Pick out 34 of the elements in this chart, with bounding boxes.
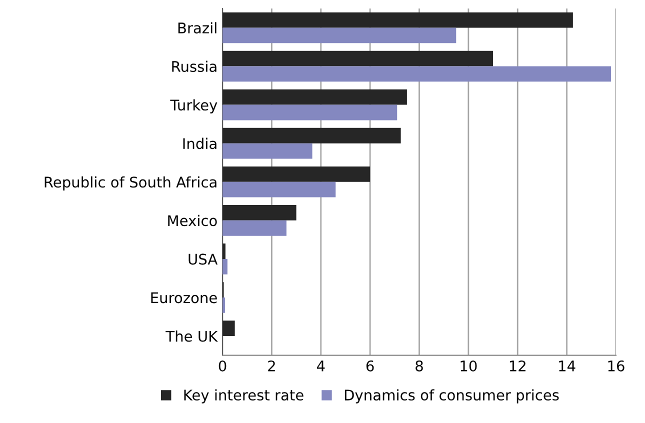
x-tick-label: 2 <box>268 360 275 372</box>
x-tick-label: 14 <box>559 360 576 372</box>
bar <box>222 205 296 220</box>
bar <box>222 320 235 336</box>
bar <box>222 143 312 159</box>
y-tick-label: Russia <box>172 60 216 72</box>
y-tick-label: Turkey <box>170 99 218 114</box>
x-tick-label: 4 <box>316 360 325 372</box>
legend-label: Dynamics of consumer prices <box>344 389 559 404</box>
x-tick-label: 0 <box>218 360 226 372</box>
bar <box>222 12 573 28</box>
bar <box>222 182 336 198</box>
x-tick-label: 12 <box>510 360 526 372</box>
bar <box>222 66 612 82</box>
x-tick-label: 6 <box>366 360 374 372</box>
y-tick-label: The UK <box>166 330 218 342</box>
x-tick-label: 10 <box>460 360 477 372</box>
y-tick-label: India <box>183 138 216 150</box>
bar <box>222 89 407 105</box>
y-tick-label: Republic of South Africa <box>44 176 216 190</box>
y-tick-label: Eurozone <box>151 292 217 304</box>
bar <box>222 104 398 120</box>
legend-label: Key interest rate <box>184 389 304 404</box>
bar <box>222 28 456 44</box>
x-tick-label: 8 <box>416 360 423 372</box>
y-tick-label: Mexico <box>168 214 217 226</box>
bar <box>222 128 401 144</box>
x-tick-label: 16 <box>608 360 624 372</box>
y-tick-label: USA <box>188 254 218 265</box>
y-tick-label: Brazil <box>178 22 216 34</box>
bar <box>222 166 370 182</box>
bar <box>222 258 228 274</box>
bar <box>222 50 494 66</box>
bar <box>222 220 286 236</box>
